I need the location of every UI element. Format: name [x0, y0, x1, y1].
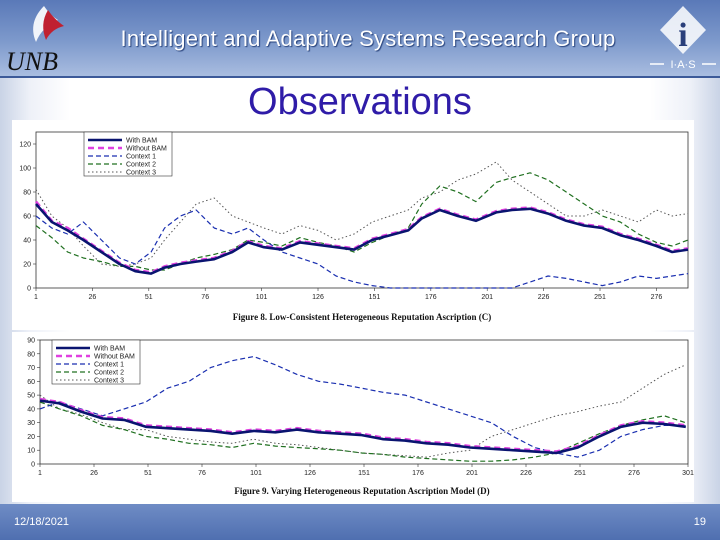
y-tick-label: 40 [23, 238, 31, 245]
y-tick-label: 60 [23, 214, 31, 221]
x-tick-label: 51 [144, 470, 152, 477]
series-line-context-1 [35, 209, 689, 289]
series-line-with-bam [39, 399, 686, 455]
series-line-context-2 [39, 401, 686, 462]
y-tick-label: 0 [27, 286, 31, 293]
y-tick-label: 10 [27, 448, 35, 455]
y-tick-label: 20 [27, 434, 35, 441]
x-tick-label: 201 [466, 470, 478, 477]
x-tick-label: 276 [651, 294, 663, 301]
y-tick-label: 90 [27, 338, 35, 345]
slide-title: Observations [248, 81, 472, 123]
series-line-context-3 [35, 161, 689, 267]
series-line-context-2 [35, 172, 689, 271]
series-line-context-1 [39, 355, 686, 458]
unb-logo-text: UNB [6, 47, 58, 76]
x-tick-label: 76 [201, 294, 209, 301]
y-tick-label: 20 [23, 262, 31, 269]
figure-caption: Figure 9. Varying Heterogeneous Reputati… [234, 486, 489, 496]
x-tick-label: 201 [481, 294, 493, 301]
x-tick-label: 151 [369, 294, 381, 301]
x-tick-label: 226 [520, 470, 532, 477]
x-tick-label: 51 [145, 294, 153, 301]
legend-label: Context 1 [126, 154, 156, 161]
legend-label: Context 2 [94, 370, 124, 377]
x-tick-label: 26 [90, 470, 98, 477]
y-tick-label: 70 [27, 365, 35, 372]
y-tick-label: 30 [27, 420, 35, 427]
figure-caption: Figure 8. Low-Consistent Heterogeneous R… [233, 312, 491, 322]
legend-label: Context 2 [126, 162, 156, 169]
x-tick-label: 151 [358, 470, 370, 477]
legend-label: With BAM [126, 138, 157, 145]
x-tick-label: 101 [250, 470, 262, 477]
ias-logo-text: I·A·S [670, 59, 695, 71]
y-tick-label: 40 [27, 406, 35, 413]
x-tick-label: 251 [574, 470, 586, 477]
header-title: Intelligent and Adaptive Systems Researc… [120, 26, 616, 51]
x-tick-label: 1 [38, 470, 42, 477]
y-tick-label: 50 [27, 393, 35, 400]
legend-label: Context 1 [94, 362, 124, 369]
legend-label: Context 3 [94, 378, 124, 385]
x-tick-label: 101 [256, 294, 268, 301]
x-tick-label: 251 [594, 294, 606, 301]
legend-label: Without BAM [94, 354, 135, 361]
x-tick-label: 301 [682, 470, 694, 477]
footer-date: 12/18/2021 [14, 516, 70, 528]
figure-9: 0 10 20 30 40 50 60 70 80 90 1 26 51 76 101 126 151 176 20… [12, 332, 694, 502]
x-tick-label: 76 [198, 470, 206, 477]
x-tick-label: 276 [628, 470, 640, 477]
footer-bar: 12/18/2021 19 [0, 504, 720, 540]
page-number: 19 [693, 516, 706, 528]
y-tick-label: 100 [19, 166, 31, 173]
y-tick-label: 60 [27, 379, 35, 386]
x-tick-label: 176 [425, 294, 437, 301]
x-tick-label: 126 [304, 470, 316, 477]
y-tick-label: 0 [31, 462, 35, 469]
ias-logo-letter: i [678, 17, 687, 54]
legend-label: With BAM [94, 346, 125, 353]
y-tick-label: 80 [23, 190, 31, 197]
y-tick-label: 80 [27, 351, 35, 358]
series-line-with-bam [35, 203, 689, 275]
series-line-without-bam [39, 397, 686, 453]
plot-area [35, 131, 689, 289]
header-banner: UNB Intelligent and Adaptive Systems Res… [0, 0, 720, 78]
figure-8: 0 20 40 60 80 100 120 1 26 51 76 101 126 151 176 201 226… [12, 120, 694, 330]
ias-logo: i I·A·S [650, 6, 716, 71]
legend-label: Context 3 [126, 170, 156, 177]
y-tick-label: 120 [19, 142, 31, 149]
legend-label: Without BAM [126, 146, 167, 153]
x-tick-label: 126 [312, 294, 324, 301]
x-tick-label: 176 [412, 470, 424, 477]
unb-logo: UNB [6, 6, 64, 76]
x-tick-label: 226 [538, 294, 550, 301]
x-tick-label: 1 [34, 294, 38, 301]
x-tick-label: 26 [89, 294, 97, 301]
series-line-without-bam [34, 200, 689, 274]
